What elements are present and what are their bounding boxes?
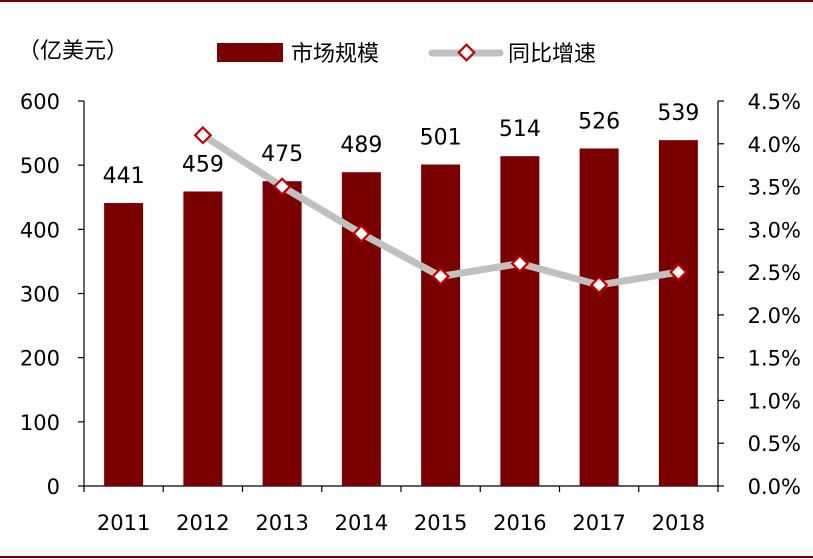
bar xyxy=(500,156,540,486)
line-series xyxy=(193,125,688,295)
growth-point-marker xyxy=(431,267,450,286)
bar xyxy=(104,203,144,486)
x-tick-label: 2015 xyxy=(414,511,467,535)
bar-data-label: 526 xyxy=(578,109,620,134)
left-tick-label: 300 xyxy=(20,283,60,307)
growth-point-marker xyxy=(510,254,530,273)
bar xyxy=(183,191,223,486)
right-tick-label: 3.5% xyxy=(748,176,801,200)
bar-data-label: 489 xyxy=(340,133,382,158)
bar xyxy=(262,181,302,487)
right-tick-label: 4.5% xyxy=(748,90,801,114)
unit-label: （亿美元） xyxy=(18,39,128,64)
bar-series xyxy=(104,140,698,487)
left-tick-label: 0 xyxy=(47,475,60,499)
x-tick-label: 2013 xyxy=(255,511,308,535)
left-tick-label: 600 xyxy=(20,90,60,114)
legend-line-marker xyxy=(457,43,476,62)
legend-bar-label: 市场规模 xyxy=(291,42,379,67)
bar-data-label: 459 xyxy=(182,152,224,177)
x-tick-label: 2016 xyxy=(493,511,546,535)
growth-point-marker xyxy=(669,262,688,282)
legend-line-label: 同比增速 xyxy=(508,42,596,67)
legend: 市场规模 同比增速 xyxy=(217,42,596,67)
x-tick-label: 2017 xyxy=(572,511,625,535)
growth-point-marker xyxy=(193,125,213,145)
left-tick-label: 400 xyxy=(20,218,60,242)
x-tick-label: 2012 xyxy=(176,511,229,535)
left-axis: 0 100 200 300 400 500 600 xyxy=(20,90,85,499)
bar-data-label: 441 xyxy=(103,164,145,189)
right-tick-label: 2.5% xyxy=(748,261,801,285)
growth-point-marker xyxy=(352,224,371,243)
right-tick-label: 1.5% xyxy=(748,347,801,371)
growth-point-marker xyxy=(272,177,292,196)
bar xyxy=(579,148,619,486)
bar-data-label: 475 xyxy=(261,142,303,167)
left-tick-label: 100 xyxy=(20,411,60,435)
right-tick-label: 3.0% xyxy=(748,218,801,242)
x-tick-label: 2011 xyxy=(97,511,150,535)
right-tick-label: 2.0% xyxy=(748,304,801,328)
right-tick-label: 0.0% xyxy=(748,475,801,499)
growth-point-marker xyxy=(589,275,609,295)
bar-data-label: 501 xyxy=(420,126,462,151)
left-tick-label: 200 xyxy=(20,347,60,371)
right-tick-label: 1.0% xyxy=(748,389,801,413)
right-axis: 0.0% 0.5% 1.0% 1.5% 2.0% 2.5% 3.0% 3.5% 4.0% 4.5% xyxy=(717,90,801,499)
right-tick-label: 4.0% xyxy=(748,133,801,157)
left-tick-label: 500 xyxy=(20,154,60,178)
right-tick-label: 0.5% xyxy=(748,432,801,456)
bar-data-labels: 441 459 475 489 501 514 526 539 xyxy=(103,101,700,189)
bar xyxy=(421,164,461,486)
x-tick-label: 2014 xyxy=(335,511,388,535)
bar xyxy=(658,140,698,486)
x-tick-label: 2018 xyxy=(652,511,705,535)
bar-data-label: 539 xyxy=(657,101,699,126)
bar-data-label: 514 xyxy=(499,117,541,142)
bar xyxy=(341,172,381,486)
x-axis: 2011 2012 2013 2014 2015 2016 2017 2018 xyxy=(83,485,719,535)
legend-bar-swatch xyxy=(217,43,283,62)
